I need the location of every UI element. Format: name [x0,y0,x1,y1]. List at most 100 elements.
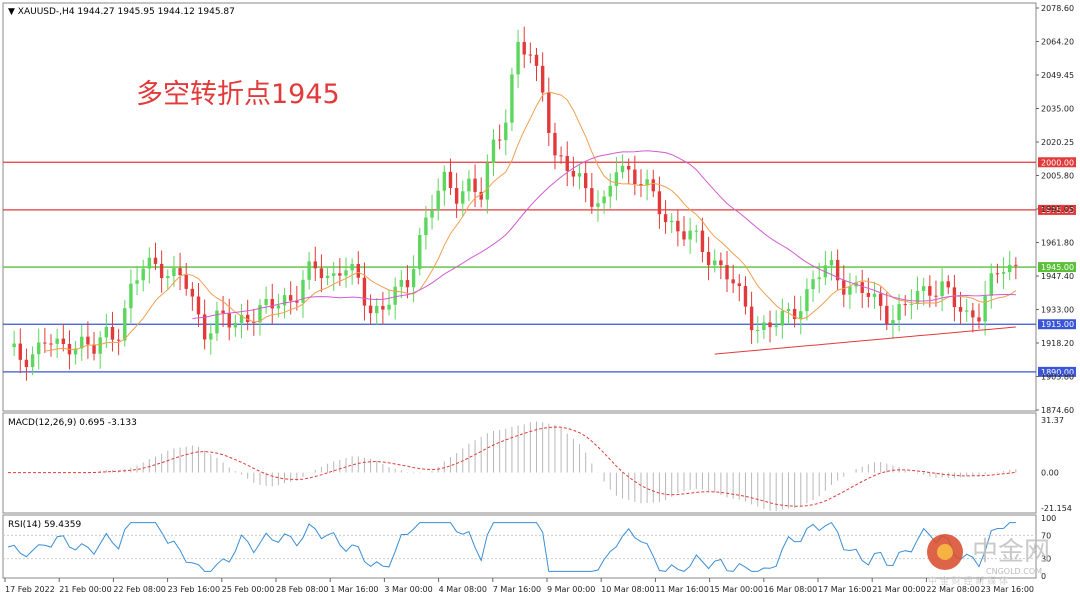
watermark: 中金网 CNGOLD.COM 中 金 财 经 新 媒 体 [927,534,1050,587]
candle-body [540,65,545,93]
candle-body [252,322,256,324]
candle-body [694,230,698,232]
candle-body [282,295,287,306]
watermark-url: CNGOLD.COM [986,567,1042,576]
candle-body [178,268,182,276]
candle-body [639,184,643,186]
price-axis-label: 2049.45 [1041,71,1074,80]
candle-body [756,329,760,331]
candle-body [596,203,600,207]
macd-indicator: 31.37 0.00 -21.154 [8,416,1072,513]
candle-body [848,286,852,295]
time-axis-label: 3 Mar 00:00 [384,585,432,594]
ma-slow-line [714,326,1016,355]
candle-body [903,304,907,306]
rsi-axis-label: 30 [1041,555,1051,564]
price-axis-label: 2005.80 [1041,172,1074,181]
level-tag-label: 1915.00 [1041,320,1074,329]
candle-body [295,300,299,303]
candle-body [381,305,385,310]
candle-body [731,279,735,284]
time-axis-label: 23 Mar 16:00 [981,585,1034,594]
watermark-slogan: 中 金 财 经 新 媒 体 [928,575,1008,587]
price-axis-label: 1947.40 [1041,272,1074,281]
candle-body [626,165,631,170]
candle-body [989,273,993,296]
candle-body [184,275,188,289]
candle-body [706,252,711,266]
candle-body [983,295,987,322]
candle-body [61,338,66,344]
moving-averages [44,91,1017,355]
ma-mid-line [192,150,1016,320]
rsi-title: RSI(14) 59.4359 [8,520,81,530]
candle-body [780,310,785,326]
candle-body [872,293,877,297]
candle-body [878,293,883,306]
candle-body [811,279,815,290]
candle-body [104,326,109,338]
candle-body [86,336,90,345]
time-axis-label: 10 Mar 08:00 [601,585,654,594]
candle-body [817,277,821,280]
candle-body [393,286,397,305]
candle-body [614,172,619,186]
candle-body [461,191,465,204]
time-axis-label: 9 Mar 00:00 [547,585,595,594]
candle-body [135,280,139,284]
candle-body [233,322,238,328]
level-tags: 2000.00 1975.00 1945.00 1915.00 1890.00 [1038,157,1076,377]
candle-body [430,210,434,218]
price-axis-label: 2035.00 [1041,105,1074,114]
candle-body [418,235,422,270]
candle-body [657,191,662,215]
rsi-axis-label: 100 [1041,514,1056,523]
candle-body [491,139,496,164]
candle-body [141,268,145,281]
level-tag-label: 1945.00 [1041,263,1074,272]
time-axis-label: 17 Feb 2022 [5,585,55,594]
candle-body [209,333,213,340]
candle-body [940,281,944,297]
level-tag-label: 2000.00 [1041,158,1074,167]
main-pane-frame [2,2,1037,412]
horizontal-levels [3,161,1036,373]
candles [12,26,1018,381]
candle-body [258,305,262,323]
rsi-indicator: 100 70 30 0 [3,514,1056,581]
candle-body [921,286,926,291]
candle-body [682,231,686,240]
candle-body [915,290,920,304]
level-tag [1038,262,1076,273]
candle-body [276,305,281,309]
candle-body [700,230,705,253]
candle-body [719,260,723,266]
time-axis-label: 15 Mar 00:00 [710,585,763,594]
price-axis-label: 1961.80 [1041,239,1074,248]
candle-body [633,169,637,185]
candle-body [1014,264,1018,266]
candle-body [129,283,133,309]
candle-body [743,286,748,307]
candle-body [270,299,274,309]
price-axis-label: 2078.60 [1041,4,1074,13]
candle-body [436,190,440,211]
candle-body [80,336,84,349]
candle-body [172,268,176,277]
level-tag [1038,366,1076,377]
candle-body [891,320,895,324]
time-axis-label: 22 Mar 08:00 [926,585,979,594]
candle-body [92,344,96,354]
candle-body [971,310,975,318]
candle-body [670,220,674,223]
candle-body [860,282,864,293]
candle-body [239,314,244,323]
price-axis-label: 2064.20 [1041,38,1074,47]
candle-body [774,325,778,328]
level-tag [1038,204,1076,215]
candle-body [473,178,477,192]
candle-body [479,191,483,200]
watermark-brand: 中金网 [972,537,1050,567]
candle-body [651,179,655,192]
time-axis-label: 28 Feb 08:00 [276,585,328,594]
